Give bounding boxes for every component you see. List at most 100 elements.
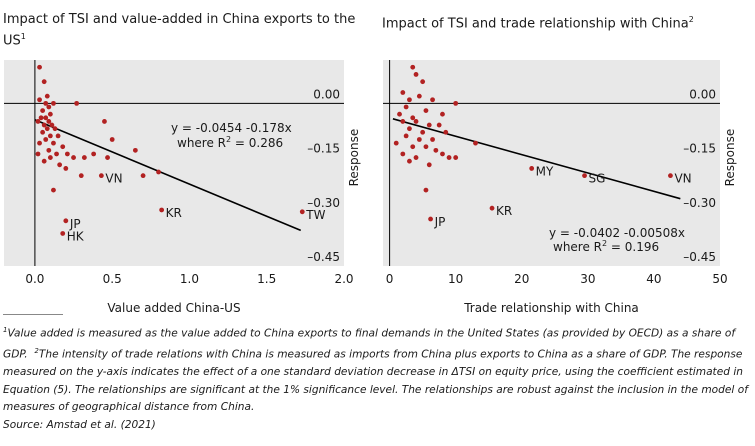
- r-squared-left: where R2 = 0.286: [177, 135, 283, 150]
- data-point-right: [410, 64, 416, 70]
- point-label-kr-right: KR: [496, 204, 512, 218]
- data-point-left: [60, 144, 66, 150]
- r-squared-sup-right: 2: [602, 239, 607, 248]
- data-point-left: [41, 79, 47, 85]
- chart-title-left: Impact of TSI and value-added in China e…: [3, 11, 363, 49]
- data-point-right: [529, 166, 535, 171]
- data-point-right: [428, 216, 433, 222]
- data-point-left: [140, 173, 146, 179]
- data-point-right: [423, 187, 429, 193]
- y-tick-label-right: –0.45: [683, 250, 716, 264]
- point-label-jp-left: JP: [69, 217, 81, 231]
- r-squared-value-left: = 0.286: [231, 136, 283, 150]
- data-point-left: [51, 187, 56, 193]
- data-point-left: [37, 97, 42, 103]
- data-point-left: [51, 100, 56, 106]
- charts-canvas: 0.00 –0.15 –0.30 –0.45 0.0 0.5 1.0 1.5 2.0 Value …: [4, 60, 737, 315]
- x-tick-label-left: 1.0: [180, 272, 199, 286]
- y-tick-label-right: 0.00: [689, 87, 716, 101]
- data-point-right: [416, 137, 422, 142]
- data-point-left: [63, 166, 69, 171]
- data-point-right: [440, 111, 445, 117]
- data-point-right: [403, 133, 409, 139]
- footnotes: 1Value added is measured as the value ad…: [3, 322, 751, 435]
- data-point-right: [393, 140, 399, 146]
- data-point-right: [426, 122, 432, 128]
- data-point-left: [98, 173, 104, 179]
- data-point-left: [35, 151, 41, 157]
- y-axis-label-left: Response: [347, 129, 361, 187]
- data-point-left: [91, 151, 97, 157]
- point-label-kr-left: KR: [166, 206, 182, 220]
- data-point-left: [132, 147, 138, 153]
- data-point-right: [430, 97, 435, 103]
- data-point-right: [446, 155, 452, 160]
- footnote-1-mark: 1: [3, 326, 8, 334]
- regression-line-right: [392, 118, 681, 200]
- y-tick-label-right: –0.15: [683, 142, 716, 156]
- data-point-left: [46, 119, 52, 124]
- plot-area-left: [4, 60, 344, 266]
- chart-title-right-footnote-mark: 2: [688, 15, 694, 24]
- r-squared-value-right: = 0.196: [607, 240, 659, 254]
- data-point-right: [443, 129, 449, 135]
- data-point-right: [413, 155, 419, 160]
- data-point-left: [105, 155, 110, 160]
- footnote-2-mark: 2: [34, 347, 39, 356]
- data-point-left: [54, 151, 59, 157]
- data-point-left: [299, 209, 305, 215]
- data-point-left: [109, 137, 115, 142]
- data-point-right: [400, 151, 406, 157]
- data-point-right: [433, 147, 439, 153]
- data-point-right: [582, 173, 587, 179]
- data-point-left: [159, 207, 165, 213]
- x-tick-label-right: 20: [514, 272, 529, 286]
- point-label-my-right: MY: [536, 164, 554, 178]
- point-label-vn-right: VN: [674, 172, 691, 186]
- point-label-hk-left: HK: [67, 229, 85, 243]
- data-point-left: [41, 158, 47, 164]
- footnote-separator: [3, 314, 63, 315]
- data-point-right: [410, 115, 416, 121]
- x-tick-label-right: 40: [646, 272, 661, 286]
- regression-line-left: [34, 119, 302, 232]
- data-point-left: [41, 122, 47, 128]
- data-point-left: [55, 133, 61, 139]
- data-point-right: [413, 119, 419, 124]
- chart-left: 0.00 –0.15 –0.30 –0.45 0.0 0.5 1.0 1.5 2.0 Value …: [4, 60, 361, 315]
- data-point-right: [440, 151, 445, 157]
- data-point-left: [60, 231, 66, 236]
- data-point-right: [426, 162, 432, 168]
- data-point-left: [102, 119, 107, 124]
- data-point-right: [420, 79, 426, 85]
- footnote-1-text: Value added is measured as the value add…: [3, 327, 736, 361]
- x-tick-label-left: 0.5: [103, 272, 122, 286]
- chart-title-left-footnote-mark: 1: [20, 32, 26, 41]
- data-point-left: [156, 169, 161, 175]
- data-point-left: [35, 119, 41, 124]
- point-label-tw-left: TW: [305, 208, 325, 222]
- r-squared-sup-left: 2: [226, 135, 231, 144]
- chart-title-right-text: Impact of TSI and trade relationship wit…: [382, 16, 689, 32]
- point-label-sg-right: SG: [589, 172, 606, 186]
- data-point-right: [668, 173, 673, 179]
- x-tick-label-left: 1.5: [257, 272, 276, 286]
- data-point-left: [44, 93, 50, 99]
- x-tick-label-right: 50: [712, 272, 727, 286]
- data-point-right: [400, 119, 406, 124]
- footnote-2-text: The intensity of trade relations with Ch…: [3, 348, 748, 414]
- data-point-right: [489, 205, 495, 211]
- data-point-right: [410, 144, 416, 150]
- data-point-right: [453, 100, 459, 106]
- data-point-left: [46, 147, 52, 153]
- data-point-right: [436, 122, 442, 128]
- data-point-right: [453, 155, 459, 160]
- data-point-left: [43, 137, 49, 142]
- data-point-right: [416, 93, 422, 99]
- data-point-left: [74, 100, 80, 106]
- y-tick-label-left: 0.00: [313, 87, 340, 101]
- regression-equation-left: y = -0.0454 -0.178x: [171, 121, 292, 135]
- chart-title-left-text: Impact of TSI and value-added in China e…: [3, 12, 356, 49]
- data-point-left: [64, 151, 70, 157]
- y-tick-label-left: –0.30: [307, 196, 340, 210]
